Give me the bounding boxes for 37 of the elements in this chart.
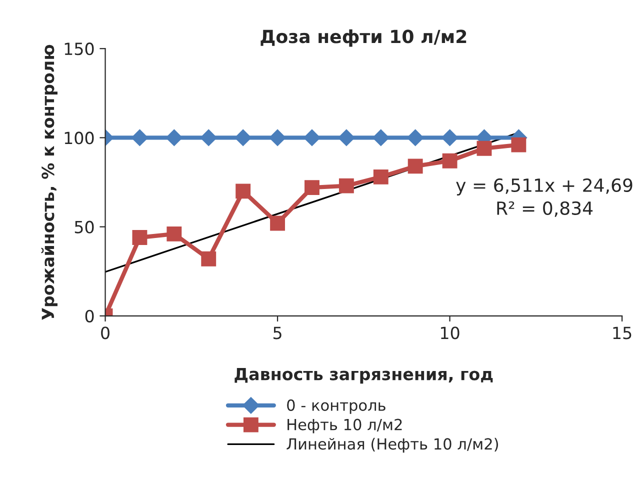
legend-label: Нефть 10 л/м2 [288, 418, 402, 434]
y-tick-label: 0 [85, 310, 94, 322]
annotation: y = 6,511x + 24,69 R² = 0,834 [456, 178, 632, 217]
point [270, 216, 285, 231]
point [476, 140, 492, 156]
legend-label: 0 - контроль [287, 399, 386, 414]
point [269, 129, 286, 146]
point [166, 129, 183, 146]
point [234, 129, 252, 146]
point [132, 230, 148, 245]
point [406, 129, 424, 146]
y-tick-label: 150 [64, 42, 94, 56]
y-tick-label: 100 [64, 132, 94, 144]
point [201, 251, 216, 266]
point [304, 129, 320, 146]
point [338, 178, 354, 194]
point [166, 226, 182, 242]
point [372, 129, 390, 146]
point [304, 180, 320, 196]
point [442, 153, 458, 168]
y-axis-title: Урожайность, % к контролю [41, 44, 58, 320]
x-tick-label: 10 [441, 326, 460, 340]
point [511, 137, 526, 152]
x-tick-label: 5 [274, 326, 282, 340]
x-axis-title: Давность загрязнения, год [234, 368, 493, 384]
x-tick-label: 0 [101, 326, 110, 340]
point [200, 129, 218, 146]
chart-title: Доза нефти 10 л/м2 [260, 29, 466, 47]
point [441, 129, 458, 146]
y-tick-label: 50 [74, 220, 94, 234]
point [236, 184, 251, 199]
x-tick-label: 15 [613, 326, 632, 340]
legend-label: Линейная (Нефть 10 л/м2) [286, 438, 498, 453]
point [131, 129, 148, 146]
point [338, 129, 355, 146]
point [373, 169, 388, 184]
point [408, 158, 423, 174]
